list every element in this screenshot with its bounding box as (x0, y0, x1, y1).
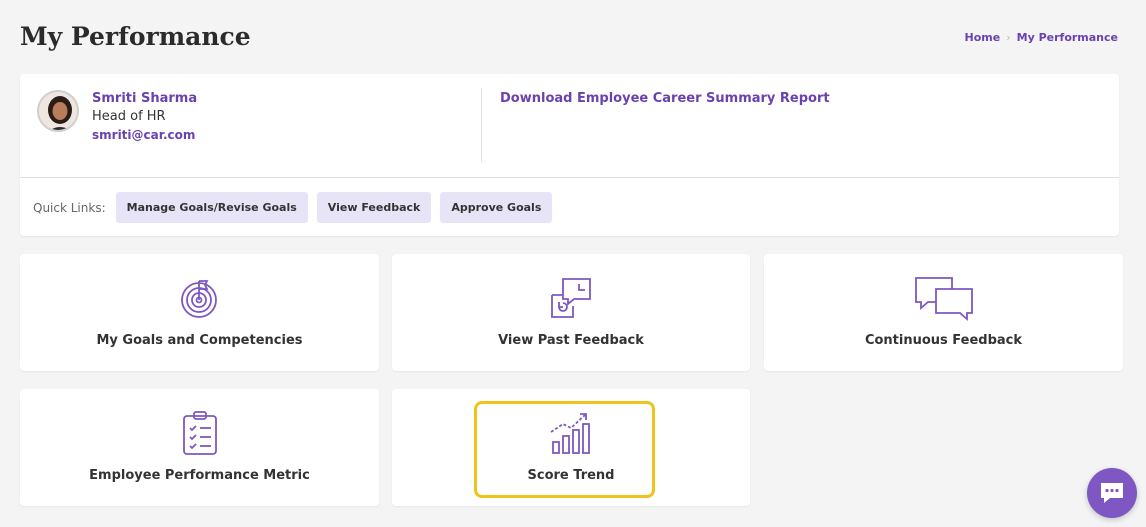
quick-links: Quick Links: Manage Goals/Revise Goals V… (33, 192, 553, 223)
bar-chart-trend-icon (549, 410, 593, 456)
avatar-person-icon (39, 92, 77, 130)
tile-my-goals[interactable]: My Goals and Competencies (20, 254, 379, 371)
breadcrumb-current: My Performance (1016, 31, 1118, 44)
chat-icon (1101, 483, 1123, 503)
tile-continuous-feedback[interactable]: Continuous Feedback (764, 254, 1123, 371)
user-name[interactable]: Smriti Sharma (92, 91, 198, 106)
tile-label: View Past Feedback (498, 333, 644, 348)
profile-header: Smriti Sharma Head of HR smriti@car.com … (20, 74, 1119, 178)
tile-label: My Goals and Competencies (96, 333, 303, 348)
avatar (37, 90, 79, 132)
chat-support-button[interactable] (1087, 468, 1137, 518)
tile-label: Employee Performance Metric (89, 468, 310, 483)
tile-label: Continuous Feedback (864, 333, 1023, 348)
user-email[interactable]: smriti@car.com (92, 128, 196, 142)
user-info: Smriti Sharma Head of HR smriti@car.com (92, 90, 197, 144)
tile-label: Score Trend (527, 468, 615, 483)
profile-card: Smriti Sharma Head of HR smriti@car.com … (20, 74, 1119, 236)
approve-goals-button[interactable]: Approve Goals (440, 192, 553, 223)
breadcrumb-home-link[interactable]: Home (964, 31, 1001, 44)
breadcrumb: Home › My Performance (965, 31, 1118, 44)
manage-goals-button[interactable]: Manage Goals/Revise Goals (115, 192, 308, 223)
tile-view-past-feedback[interactable]: View Past Feedback (392, 254, 750, 371)
quick-links-label: Quick Links: (33, 200, 106, 215)
download-career-report-link[interactable]: Download Employee Career Summary Report (500, 91, 830, 106)
user-role: Head of HR (92, 109, 166, 124)
divider (481, 88, 482, 162)
target-icon (179, 275, 221, 321)
chevron-right-icon: › (1006, 31, 1011, 44)
page-title: My Performance (20, 22, 251, 51)
tile-score-trend[interactable]: Score Trend (392, 389, 750, 506)
feedback-history-icon (548, 275, 594, 321)
view-feedback-button[interactable]: View Feedback (316, 192, 432, 223)
clipboard-checklist-icon (180, 410, 220, 456)
tile-employee-performance-metric[interactable]: Employee Performance Metric (20, 389, 379, 506)
chat-bubbles-icon (914, 275, 974, 321)
